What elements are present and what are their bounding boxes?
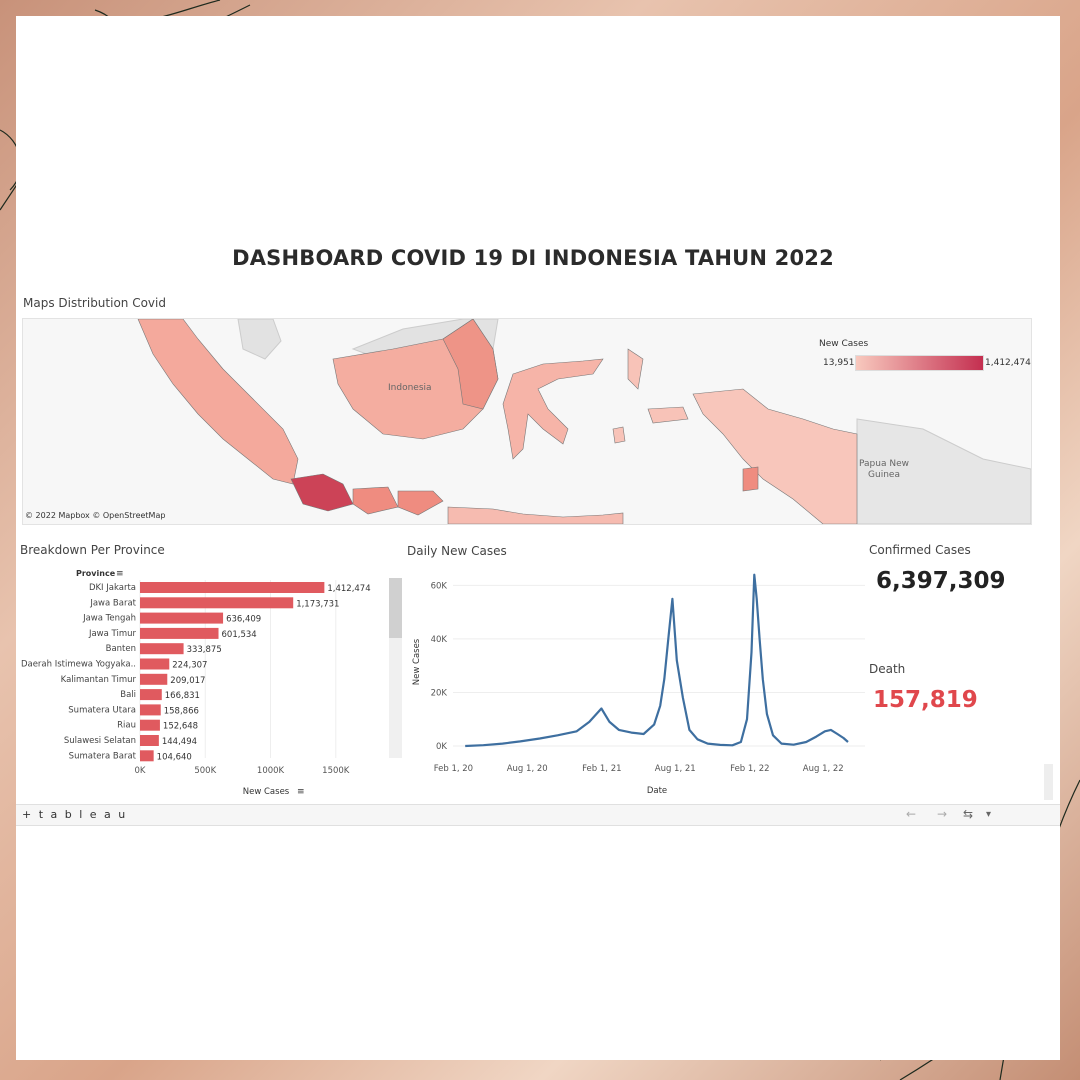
map-region-central-java	[352, 486, 399, 515]
bar-category-label: Jawa Barat	[89, 598, 136, 608]
line-xtick-label: Aug 1, 21	[655, 764, 696, 774]
forward-arrow-icon[interactable]: →	[937, 807, 948, 821]
death-label: Death	[869, 662, 906, 676]
line-ytick-label: 20K	[431, 688, 448, 698]
bar-category-label: Sumatera Barat	[69, 751, 137, 761]
line-ytick-label: 0K	[436, 742, 447, 752]
daily-cases-line[interactable]	[465, 573, 849, 748]
province-header[interactable]: Province	[76, 569, 116, 578]
line-yaxis-label: New Cases	[412, 638, 422, 685]
line-xtick-label: Feb 1, 20	[434, 764, 473, 774]
province-bar[interactable]	[140, 673, 168, 685]
province-bar[interactable]	[140, 582, 325, 593]
bar-category-label: Sulawesi Selatan	[64, 736, 136, 746]
line-xtick-label: Aug 1, 22	[803, 764, 844, 774]
daily-line-chart[interactable]: 0K 20K 40K 60K Feb 1, 20 Aug 1, 20 Feb 1, 21 Au…	[405, 562, 865, 802]
map-legend-gradient	[855, 355, 984, 371]
bar-category-label: DKI Jakarta	[89, 583, 136, 593]
dashboard-frame	[16, 16, 1060, 1060]
map-region-east-java	[397, 490, 444, 516]
bar-category-label: Bali	[120, 690, 136, 700]
province-bar[interactable]	[140, 704, 161, 716]
line-ytick-label: 60K	[431, 581, 448, 591]
more-chevron-icon[interactable]: ▾	[986, 809, 992, 820]
bar-value-label: 333,875	[187, 645, 222, 655]
map-region-maluku	[612, 348, 689, 444]
covid-distribution-map[interactable]: Indonesia Papua New Guinea New Cases 13,…	[22, 318, 1032, 525]
bar-category-label: Sumatera Utara	[68, 705, 136, 715]
map-place-indonesia: Indonesia	[388, 383, 432, 393]
bar-value-label: 1,173,731	[296, 599, 339, 609]
map-region-sumatra	[137, 319, 299, 485]
bar-xtick-label: 0K	[135, 766, 146, 776]
line-xtick-label: Feb 1, 21	[582, 764, 621, 774]
bar-value-label: 1,412,474	[327, 584, 370, 594]
bar-value-label: 636,409	[226, 615, 261, 625]
tableau-toolbar: + t a b l e a u ← → ⇆ ▾	[16, 804, 1060, 826]
province-bar[interactable]	[140, 612, 224, 624]
bar-value-label: 166,831	[165, 691, 200, 701]
province-bar[interactable]	[140, 719, 160, 731]
map-section-label: Maps Distribution Covid	[23, 296, 166, 310]
death-value: 157,819	[873, 687, 978, 713]
province-bar[interactable]	[140, 750, 154, 762]
province-scrollbar-thumb[interactable]	[389, 578, 402, 638]
line-xtick-label: Feb 1, 22	[730, 764, 769, 774]
bar-category-label: Jawa Tengah	[82, 614, 136, 624]
map-attribution: © 2022 Mapbox © OpenStreetMap	[25, 511, 166, 520]
confirmed-cases-value: 6,397,309	[876, 568, 1006, 594]
map-legend-title: New Cases	[819, 339, 869, 349]
confirmed-cases-label: Confirmed Cases	[869, 543, 971, 557]
map-place-png: Papua New Guinea	[859, 459, 909, 480]
bar-value-label: 152,648	[163, 722, 198, 732]
bar-category-label: Daerah Istimewa Yogyaka..	[21, 660, 136, 670]
bar-category-label: Riau	[117, 721, 136, 731]
bar-value-label: 601,534	[222, 630, 257, 640]
bar-xtick-label: 500K	[194, 766, 216, 776]
sort-icon[interactable]: ≡	[116, 569, 124, 579]
map-neighbor-png	[856, 418, 1031, 524]
bar-value-label: 209,017	[170, 676, 205, 686]
dashboard-scrollbar[interactable]	[1044, 764, 1053, 800]
bar-category-label: Kalimantan Timur	[61, 675, 137, 685]
map-shapes	[137, 319, 1031, 524]
back-arrow-icon[interactable]: ←	[906, 807, 917, 821]
line-xtick-label: Aug 1, 20	[507, 764, 548, 774]
map-region-papua	[692, 388, 858, 524]
line-ytick-label: 40K	[431, 635, 448, 645]
bar-sort-icon[interactable]: ≡	[297, 787, 305, 797]
province-bar[interactable]	[140, 658, 170, 670]
bar-value-label: 158,866	[164, 706, 199, 716]
map-neighbor-malaysia	[237, 319, 282, 360]
bar-xaxis-label: New Cases	[243, 787, 290, 797]
province-bar[interactable]	[140, 689, 162, 701]
province-bar[interactable]	[140, 597, 294, 609]
bar-value-label: 104,640	[157, 752, 192, 762]
tableau-logo[interactable]: + t a b l e a u	[22, 808, 128, 821]
share-icon[interactable]: ⇆	[963, 807, 974, 821]
bar-xtick-label: 1000K	[257, 766, 285, 776]
bar-category-label: Jawa Timur	[88, 629, 137, 639]
map-region-east-kalimantan	[442, 319, 499, 410]
map-region-nusa-tenggara	[447, 506, 624, 524]
province-bar[interactable]	[140, 627, 219, 639]
map-region-timor	[742, 466, 759, 492]
dashboard-title: DASHBOARD COVID 19 DI INDONESIA TAHUN 20…	[232, 246, 834, 270]
map-region-west-java	[290, 473, 354, 512]
map-legend-max: 1,412,474	[985, 358, 1031, 368]
bar-value-label: 224,307	[172, 661, 207, 671]
daily-section-label: Daily New Cases	[407, 544, 507, 558]
bar-category-label: Banten	[106, 644, 136, 654]
map-legend-min: 13,951	[823, 358, 855, 368]
bar-xtick-label: 1500K	[322, 766, 350, 776]
map-region-sulawesi	[502, 358, 604, 460]
province-bar[interactable]	[140, 643, 184, 655]
province-bar[interactable]	[140, 735, 159, 746]
province-section-label: Breakdown Per Province	[20, 543, 165, 557]
bar-value-label: 144,494	[162, 737, 197, 747]
line-xaxis-label: Date	[647, 786, 667, 796]
